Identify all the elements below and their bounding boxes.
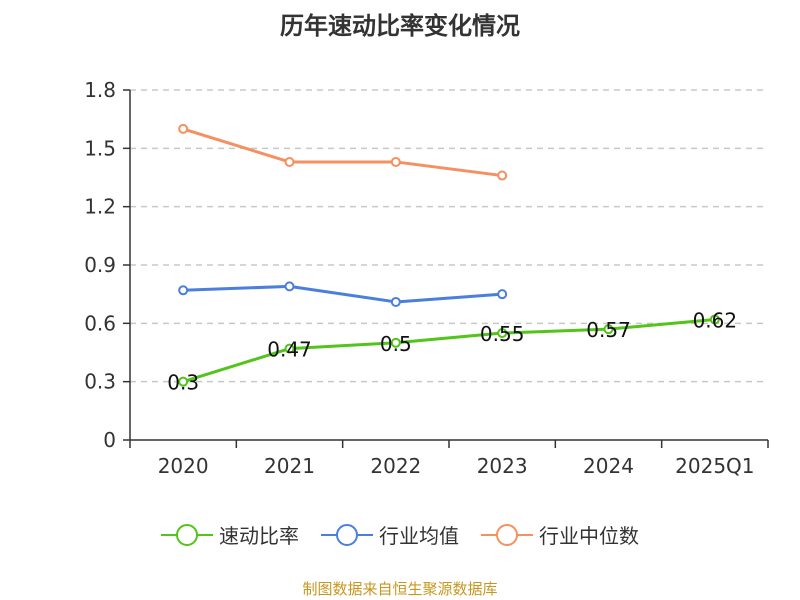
y-tick-label: 1.8: [84, 78, 116, 102]
data-point: [497, 289, 508, 300]
x-tick-label: 2020: [158, 454, 209, 478]
data-point: [390, 296, 401, 307]
data-label: 0.47: [267, 338, 312, 362]
series-line: [183, 284, 503, 304]
data-point: [178, 123, 189, 134]
legend-label: 行业均值: [379, 524, 459, 548]
data-label: 0.55: [480, 322, 525, 346]
legend-marker-icon: [161, 523, 213, 547]
data-point: [390, 337, 401, 348]
data-point: [497, 328, 508, 339]
series: [178, 123, 720, 387]
legend-marker-icon: [481, 523, 533, 547]
data-point: [284, 281, 295, 292]
x-tick-label: 2021: [264, 454, 315, 478]
legend: 速动比率 行业均值 行业中位数: [0, 520, 800, 549]
x-tick-label: 2024: [583, 454, 634, 478]
legend-item-industry-mean[interactable]: 行业均值: [321, 520, 459, 549]
legend-item-industry-median[interactable]: 行业中位数: [481, 520, 639, 549]
y-tick-label: 0: [103, 428, 116, 452]
y-tick-label: 0.9: [84, 253, 116, 277]
data-label: 0.57: [586, 318, 631, 342]
x-tick-label: 2025Q1: [675, 454, 754, 478]
data-point: [709, 314, 720, 325]
y-tick-label: 0.6: [84, 311, 116, 335]
data-point: [178, 285, 189, 296]
x-tick-label: 2023: [477, 454, 528, 478]
series-line: [182, 127, 503, 178]
legend-label: 速动比率: [219, 524, 299, 548]
data-point: [284, 343, 295, 354]
y-tick-label: 0.3: [84, 370, 116, 394]
data-labels: 0.3 0.47 0.5 0.55 0.57 0.62: [167, 308, 737, 394]
series-line: [182, 317, 715, 384]
data-point: [603, 324, 614, 335]
data-point: [178, 376, 189, 387]
axes: 0 0.3 0.6 0.9 1.2 1.5 1.8 2020 2021 2022 2023 2024 2…: [84, 78, 769, 478]
legend-marker-icon: [321, 523, 373, 547]
data-label: 0.62: [693, 308, 738, 332]
data-point: [390, 156, 401, 167]
data-point: [497, 170, 508, 181]
y-tick-label: 1.5: [84, 136, 116, 160]
legend-item-quick-ratio[interactable]: 速动比率: [161, 520, 299, 549]
data-label: 0.5: [380, 332, 412, 356]
x-tick-label: 2022: [370, 454, 421, 478]
chart-title: 历年速动比率变化情况: [280, 12, 520, 40]
data-point: [284, 156, 295, 167]
data-label: 0.3: [167, 371, 199, 395]
legend-label: 行业中位数: [539, 524, 639, 548]
source-note: 制图数据来自恒生聚源数据库: [302, 580, 498, 598]
y-tick-label: 1.2: [84, 195, 116, 219]
